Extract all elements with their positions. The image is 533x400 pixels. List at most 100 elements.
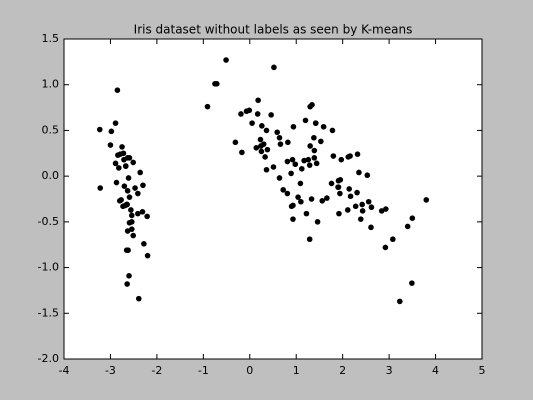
point (288, 170, 294, 177)
point (123, 247, 130, 253)
point (130, 232, 137, 239)
point (368, 204, 375, 211)
point (285, 139, 291, 146)
point (359, 201, 365, 208)
point (130, 159, 137, 166)
point (336, 210, 342, 217)
point (404, 223, 411, 230)
point (354, 151, 361, 157)
point (312, 120, 319, 126)
point (335, 184, 341, 190)
point (262, 154, 268, 160)
point (364, 172, 371, 179)
x-tick-label: 4 (432, 364, 439, 377)
point (96, 126, 103, 133)
point (308, 196, 315, 202)
point (314, 219, 321, 225)
point (357, 216, 364, 222)
point (284, 190, 291, 197)
point (292, 161, 299, 168)
point (311, 147, 318, 154)
x-tick-label: 2 (339, 364, 346, 377)
y-tick-label: -0.5 (38, 215, 59, 228)
y-tick-label: 0.0 (42, 169, 60, 182)
point (107, 142, 114, 148)
point (284, 158, 291, 165)
point (396, 298, 403, 305)
x-tick-label: -2 (151, 364, 162, 377)
point (338, 156, 345, 163)
point (125, 175, 132, 181)
point (129, 212, 135, 219)
point (126, 273, 132, 279)
point (368, 224, 374, 231)
point (258, 148, 265, 155)
point (305, 156, 312, 163)
point (144, 213, 150, 220)
point (270, 164, 277, 170)
point (268, 112, 274, 118)
point (139, 209, 146, 215)
point (271, 64, 277, 71)
point (298, 198, 304, 205)
point (263, 127, 270, 134)
x-tick-label: 1 (293, 364, 300, 377)
point (97, 185, 104, 191)
point (137, 169, 143, 176)
point (214, 81, 220, 87)
chart-title: Iris dataset without labels as seen by K… (134, 23, 413, 37)
point (115, 152, 121, 158)
point (232, 139, 239, 146)
point (128, 207, 134, 213)
point (318, 138, 324, 145)
point (112, 120, 119, 126)
point (423, 197, 430, 203)
point (337, 190, 343, 197)
point (298, 166, 305, 172)
point (280, 187, 287, 193)
point (313, 160, 320, 167)
point (135, 190, 141, 197)
point (311, 134, 317, 141)
point (263, 166, 270, 173)
point (352, 203, 359, 210)
point (112, 160, 119, 167)
point (289, 156, 296, 163)
point (288, 203, 295, 210)
point (126, 155, 133, 161)
point (140, 182, 146, 189)
point (346, 186, 352, 192)
point (307, 143, 313, 149)
point (116, 165, 122, 171)
point (276, 134, 283, 141)
point (359, 208, 366, 214)
point (135, 295, 142, 302)
point (120, 150, 127, 157)
point (121, 183, 128, 189)
point (122, 163, 129, 169)
x-tick-label: 3 (386, 364, 393, 377)
point (204, 103, 211, 110)
point (301, 157, 307, 164)
point (311, 155, 318, 161)
point (409, 280, 415, 286)
point (302, 117, 309, 124)
point (320, 123, 327, 130)
point (329, 127, 336, 134)
point (354, 189, 360, 196)
point (126, 194, 133, 200)
point (257, 136, 264, 143)
point (297, 180, 304, 187)
point (277, 141, 284, 147)
point (409, 215, 416, 221)
point (276, 175, 283, 181)
point (129, 219, 135, 225)
point (124, 281, 130, 287)
point (119, 144, 125, 150)
point (344, 207, 351, 213)
point (118, 197, 124, 203)
point (124, 201, 130, 208)
point (238, 111, 244, 117)
point (390, 236, 396, 243)
point (260, 141, 267, 147)
